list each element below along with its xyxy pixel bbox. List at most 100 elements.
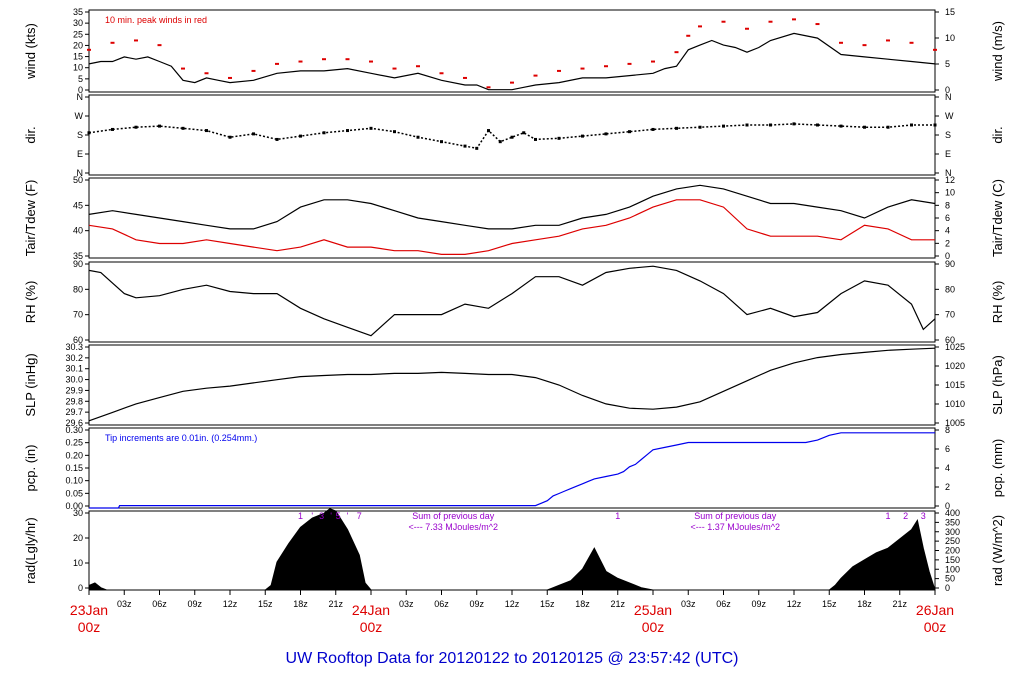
left-tick-label: 35 (73, 251, 83, 261)
right-tick-label: 400 (945, 508, 960, 518)
right-tick-label: 4 (945, 226, 950, 236)
time-tick-label: 15z (258, 599, 273, 609)
footer-title: UW Rooftop Data for 20120122 to 20120125… (285, 650, 739, 667)
y-axis-label-right: SLP (hPa) (990, 355, 1005, 415)
series-line-tdew (88, 199, 935, 255)
day-label-date: 24Jan (352, 602, 390, 618)
left-tick-label: 30 (73, 18, 83, 28)
left-tick-label: 80 (73, 284, 83, 294)
left-tick-label: 0.15 (65, 463, 83, 473)
left-tick-label: N (77, 92, 84, 102)
y-axis-label: wind (kts) (23, 23, 38, 80)
left-tick-label: 0.30 (65, 425, 83, 435)
right-tick-label: 200 (945, 546, 960, 556)
data-point (839, 124, 843, 128)
hour-marker: 1 (298, 511, 303, 521)
series-line-main (88, 265, 936, 337)
y-axis-label-right: RH (%) (990, 281, 1005, 324)
left-tick-label: 0.25 (65, 438, 83, 448)
sum-note-line1: Sum of previous day (412, 511, 495, 521)
left-tick-label: 0.00 (65, 501, 83, 511)
sum-note-line2: <--- 1.37 MJoules/m^2 (690, 522, 780, 532)
right-tick-label: 300 (945, 527, 960, 537)
right-tick-label: 350 (945, 517, 960, 527)
panel-annotation: Tip increments are 0.01in. (0.254mm.) (105, 433, 257, 443)
data-point (181, 126, 185, 130)
panel-frame (88, 510, 936, 591)
right-tick-label: 10 (945, 33, 955, 43)
data-point (158, 124, 161, 128)
series-line-tair (88, 184, 936, 230)
data-point (111, 127, 114, 131)
y-axis-label-right: pcp. (mm) (990, 439, 1005, 498)
panel-annotation: 10 min. peak winds in red (105, 15, 207, 25)
day-label-date: 26Jan (916, 602, 954, 618)
left-tick-label: 15 (73, 52, 83, 62)
right-tick-label: 6 (945, 213, 950, 223)
right-tick-label: 0 (945, 85, 950, 95)
right-tick-label: 2 (945, 238, 950, 248)
right-tick-label: 1020 (945, 361, 965, 371)
time-tick-label: 09z (751, 599, 766, 609)
right-tick-label: E (945, 149, 951, 159)
right-tick-label: 90 (945, 259, 955, 269)
day-label-date: 25Jan (634, 602, 672, 618)
time-tick-label: 21z (892, 599, 907, 609)
series-line-main (88, 347, 936, 422)
left-tick-label: 0.20 (65, 450, 83, 460)
right-tick-label: 0 (945, 501, 950, 511)
sum-note-line1: Sum of previous day (694, 511, 777, 521)
left-tick-label: 35 (73, 7, 83, 17)
right-tick-label: 70 (945, 310, 955, 320)
data-point (252, 132, 255, 136)
left-tick-label: 70 (73, 310, 83, 320)
data-point (134, 125, 138, 129)
data-point (581, 134, 584, 138)
data-point (816, 123, 819, 127)
time-tick-label: 03z (681, 599, 696, 609)
data-point (205, 129, 208, 133)
y-axis-label-right: dir. (990, 126, 1005, 143)
right-tick-label: 1015 (945, 380, 965, 390)
day-label-time: 00z (78, 619, 101, 635)
day-label-date: 23Jan (70, 602, 108, 618)
left-tick-label: 29.6 (65, 418, 83, 428)
right-tick-label: N (945, 168, 952, 178)
hour-marker: 7 (357, 511, 362, 521)
day-label-time: 00z (642, 619, 665, 635)
data-point (604, 132, 608, 136)
data-point (510, 135, 514, 139)
right-tick-label: 1025 (945, 342, 965, 352)
radiation-area (88, 508, 936, 591)
y-axis-label: RH (%) (23, 281, 38, 324)
y-axis-label: dir. (23, 126, 38, 143)
time-tick-label: 06z (152, 599, 167, 609)
right-tick-label: 4 (945, 463, 950, 473)
right-tick-label: 10 (945, 188, 955, 198)
right-tick-label: 12 (945, 175, 955, 185)
left-tick-label: 20 (73, 40, 83, 50)
left-tick-label: 45 (73, 200, 83, 210)
time-tick-label: 09z (187, 599, 202, 609)
right-tick-label: 15 (945, 7, 955, 17)
data-point (628, 130, 631, 134)
sum-note-line2: <--- 7.33 MJoules/m^2 (408, 522, 498, 532)
y-axis-label-right: wind (m/s) (990, 21, 1005, 82)
left-tick-label: W (75, 111, 84, 121)
left-tick-label: 30.0 (65, 375, 83, 385)
y-axis-label: pcp. (in) (23, 445, 38, 492)
time-tick-label: 12z (787, 599, 802, 609)
hour-marker: 2 (903, 511, 908, 521)
hour-marker: 3 (319, 511, 324, 521)
right-tick-label: 50 (945, 574, 955, 584)
left-tick-label: E (77, 149, 83, 159)
hour-marker: ' (347, 511, 349, 521)
left-tick-label: 5 (78, 74, 83, 84)
left-tick-label: 0.05 (65, 488, 83, 498)
left-tick-label: 60 (73, 335, 83, 345)
right-tick-label: 0 (945, 251, 950, 261)
hour-marker: 3 (921, 511, 926, 521)
data-point (299, 134, 302, 138)
left-tick-label: N (77, 168, 84, 178)
